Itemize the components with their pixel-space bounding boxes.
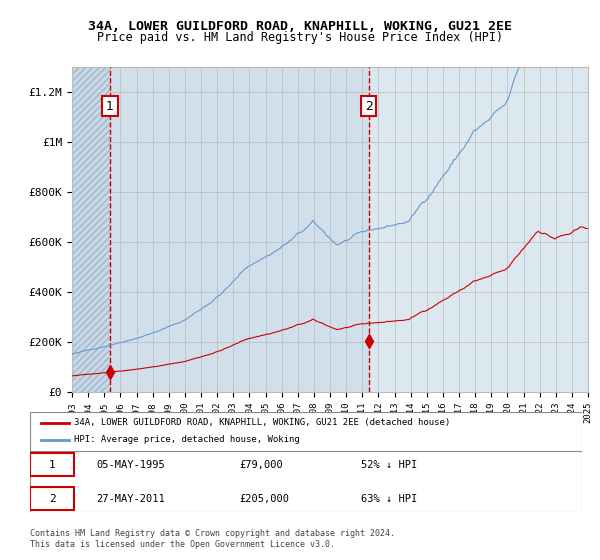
Text: £79,000: £79,000 — [240, 460, 284, 470]
FancyBboxPatch shape — [30, 453, 74, 476]
Text: 2: 2 — [365, 100, 373, 113]
FancyBboxPatch shape — [30, 487, 74, 510]
Text: £205,000: £205,000 — [240, 494, 290, 504]
Text: 34A, LOWER GUILDFORD ROAD, KNAPHILL, WOKING, GU21 2EE: 34A, LOWER GUILDFORD ROAD, KNAPHILL, WOK… — [88, 20, 512, 32]
Bar — [72, 67, 110, 392]
Text: 63% ↓ HPI: 63% ↓ HPI — [361, 494, 418, 504]
Text: Price paid vs. HM Land Registry's House Price Index (HPI): Price paid vs. HM Land Registry's House … — [97, 31, 503, 44]
FancyBboxPatch shape — [30, 451, 582, 512]
FancyBboxPatch shape — [30, 412, 582, 451]
Text: 1: 1 — [49, 460, 55, 470]
Text: 27-MAY-2011: 27-MAY-2011 — [96, 494, 165, 504]
Text: 2: 2 — [49, 494, 55, 504]
Text: Contains HM Land Registry data © Crown copyright and database right 2024.: Contains HM Land Registry data © Crown c… — [30, 529, 395, 538]
Bar — [72, 67, 110, 392]
Text: HPI: Average price, detached house, Woking: HPI: Average price, detached house, Woki… — [74, 435, 300, 444]
Bar — [110, 67, 369, 392]
Text: This data is licensed under the Open Government Licence v3.0.: This data is licensed under the Open Gov… — [30, 540, 335, 549]
Text: 1: 1 — [106, 100, 114, 113]
Text: 34A, LOWER GUILDFORD ROAD, KNAPHILL, WOKING, GU21 2EE (detached house): 34A, LOWER GUILDFORD ROAD, KNAPHILL, WOK… — [74, 418, 451, 427]
Text: 52% ↓ HPI: 52% ↓ HPI — [361, 460, 418, 470]
Text: 05-MAY-1995: 05-MAY-1995 — [96, 460, 165, 470]
